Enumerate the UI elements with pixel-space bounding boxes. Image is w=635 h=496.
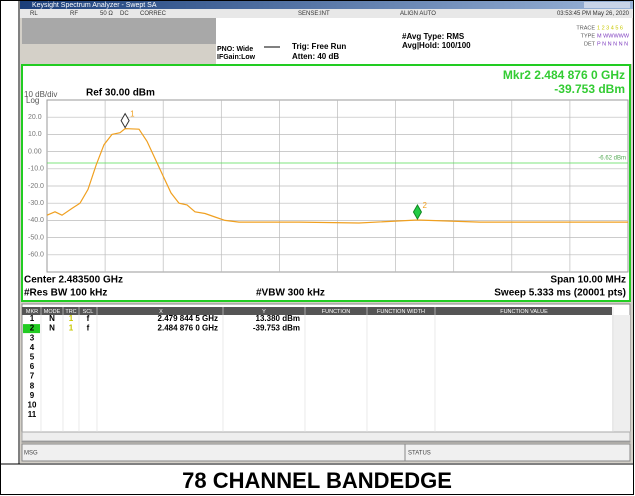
row-highlight bbox=[23, 324, 40, 334]
table-cell: 2.479 844 5 GHz bbox=[158, 314, 218, 323]
trace-box-label: DET bbox=[584, 41, 596, 47]
table-cell: 8 bbox=[30, 381, 35, 390]
message-bar bbox=[21, 443, 631, 462]
marker-readout: Mkr2 2.484 876 0 GHz bbox=[503, 68, 625, 82]
table-cell: 1 bbox=[69, 314, 74, 323]
status-item: ALIGN AUTO bbox=[400, 11, 436, 17]
y-tick-label: -50.0 bbox=[28, 234, 44, 241]
avg-type: #Avg Type: RMS bbox=[402, 32, 465, 41]
table-cell: 11 bbox=[28, 410, 37, 419]
window-controls[interactable] bbox=[584, 2, 630, 8]
window-title: Keysight Spectrum Analyzer - Swept SA bbox=[32, 2, 157, 9]
info-panel bbox=[216, 18, 632, 64]
status-item: SENSE:INT bbox=[298, 11, 330, 17]
table-cell: f bbox=[87, 324, 90, 333]
y-tick-label: -60.0 bbox=[28, 252, 44, 259]
table-cell: 6 bbox=[30, 362, 35, 371]
vbw: #VBW 300 kHz bbox=[256, 288, 325, 299]
caption: 78 CHANNEL BANDEDGE bbox=[182, 468, 452, 493]
table-cell: N bbox=[49, 314, 55, 323]
table-header-cell: Y bbox=[262, 309, 266, 315]
marker-value: -39.753 dBm bbox=[554, 82, 625, 96]
table-header-cell: FUNCTION bbox=[322, 309, 350, 315]
table-cell: 4 bbox=[30, 343, 35, 352]
trace-box-value: 1 2 3 4 5 6 bbox=[597, 25, 623, 31]
trace-box-label: TRACE bbox=[576, 25, 595, 31]
marker-table bbox=[21, 303, 631, 443]
table-cell: 9 bbox=[30, 391, 35, 400]
trace bbox=[46, 127, 628, 224]
display-line-label: -6.62 dBm bbox=[598, 156, 626, 162]
marker bbox=[412, 203, 423, 220]
center-freq: Center 2.483500 GHz bbox=[24, 275, 123, 286]
status-item: RF bbox=[70, 11, 78, 17]
table-cell: 5 bbox=[30, 353, 35, 362]
ifgain: IFGain:Low bbox=[217, 54, 256, 61]
table-cell: 1 bbox=[30, 314, 35, 323]
marker-label: 1 bbox=[130, 110, 135, 119]
table-header-cell: TRC bbox=[65, 309, 76, 315]
y-tick-label: 10.0 bbox=[28, 131, 42, 138]
status-item: DC bbox=[120, 11, 129, 17]
table-cell: 2 bbox=[30, 324, 35, 333]
rbw: #Res BW 100 kHz bbox=[24, 288, 107, 299]
table-cell: 1 bbox=[69, 324, 74, 333]
trig: Trig: Free Run bbox=[292, 42, 346, 51]
h-scrollbar[interactable] bbox=[21, 431, 631, 442]
trace-box-value: P N N N N N bbox=[597, 41, 628, 47]
table-cell: 3 bbox=[30, 333, 35, 342]
table-cell: 7 bbox=[30, 372, 35, 381]
y-tick-label: -10.0 bbox=[28, 166, 44, 173]
scale-type: Log bbox=[26, 96, 39, 105]
title-bar bbox=[20, 1, 633, 9]
status-item: 50 Ω bbox=[100, 11, 113, 17]
trace-box-value: M WWWWW bbox=[597, 33, 630, 39]
atten: Atten: 40 dB bbox=[292, 52, 339, 61]
status-item: CORREC bbox=[140, 11, 167, 17]
table-header-cell: X bbox=[159, 309, 163, 315]
span: Span 10.00 MHz bbox=[550, 275, 626, 286]
status-item: RL bbox=[30, 11, 38, 17]
info-panel-gray bbox=[22, 18, 216, 44]
table-cell: 10 bbox=[28, 401, 37, 410]
scale: 10 dB/div bbox=[24, 90, 57, 99]
table-header bbox=[22, 307, 612, 315]
marker bbox=[120, 112, 130, 129]
pno: PNO: Wide bbox=[217, 46, 253, 53]
ref-level: Ref 30.00 dBm bbox=[86, 88, 155, 99]
y-tick-label: 0.00 bbox=[28, 148, 42, 155]
y-tick-label: -20.0 bbox=[28, 183, 44, 190]
status-label: STATUS bbox=[408, 451, 431, 457]
table-header-cell: MKR bbox=[26, 309, 38, 315]
avg-hold: Avg|Hold: 100/100 bbox=[402, 41, 471, 50]
table-cell: f bbox=[87, 314, 90, 323]
table-cell: N bbox=[49, 324, 55, 333]
table-header-cell: MODE bbox=[44, 309, 61, 315]
v-scrollbar[interactable] bbox=[612, 315, 630, 432]
y-tick-label: 20.0 bbox=[28, 114, 42, 121]
trace-box-label: TYPE bbox=[581, 33, 596, 39]
table-header-cell: FUNCTION WIDTH bbox=[377, 309, 425, 315]
status-row bbox=[20, 9, 633, 18]
table-cell: -39.753 dBm bbox=[253, 324, 300, 333]
table-cell: 13.380 dBm bbox=[256, 314, 300, 323]
datetime: 03:53:45 PM May 26, 2020 bbox=[557, 11, 630, 17]
y-tick-label: -40.0 bbox=[28, 217, 44, 224]
table-cell: 2.484 876 0 GHz bbox=[158, 324, 218, 333]
y-tick-label: -30.0 bbox=[28, 200, 44, 207]
table-header-cell: SCL bbox=[83, 309, 94, 315]
graph-panel bbox=[21, 64, 631, 302]
table-header-cell: FUNCTION VALUE bbox=[500, 309, 548, 315]
sweep: Sweep 5.333 ms (20001 pts) bbox=[494, 288, 626, 299]
msg-label: MSG bbox=[24, 451, 38, 457]
marker-label: 2 bbox=[422, 201, 427, 210]
